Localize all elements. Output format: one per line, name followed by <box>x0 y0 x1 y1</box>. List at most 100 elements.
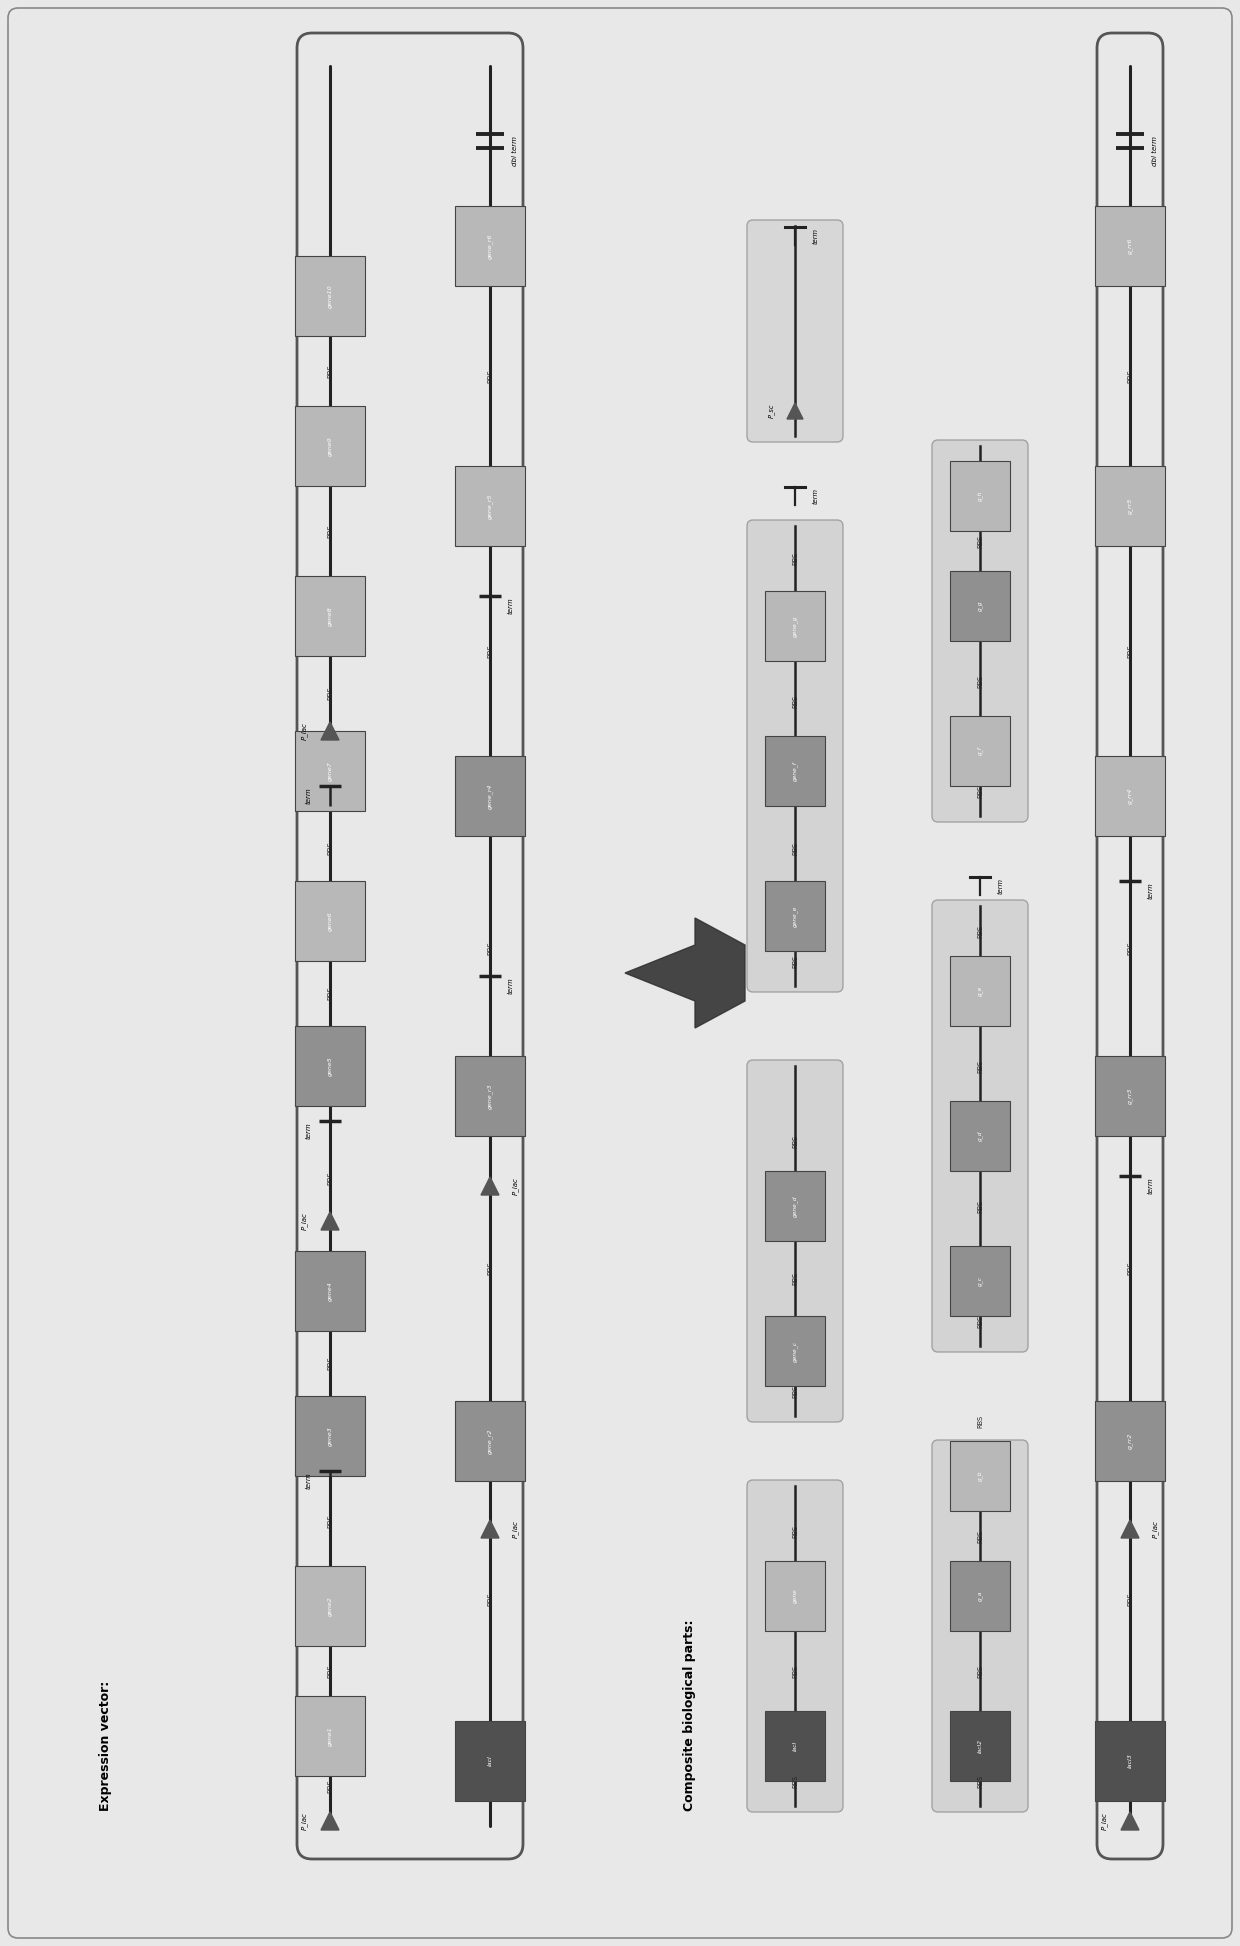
Text: g_b: g_b <box>977 1471 983 1481</box>
Bar <box>765 592 825 662</box>
Bar <box>295 1567 365 1646</box>
Bar <box>455 1720 525 1800</box>
Text: RBS: RBS <box>487 1261 494 1275</box>
Text: g_rr6: g_rr6 <box>1127 237 1133 255</box>
Bar <box>1095 206 1166 286</box>
Text: term: term <box>1148 883 1154 899</box>
Text: RBS: RBS <box>977 1530 983 1543</box>
Text: RBS: RBS <box>977 1199 983 1212</box>
Text: P_lac: P_lac <box>301 722 308 739</box>
Polygon shape <box>1121 1520 1140 1537</box>
Bar <box>455 755 525 837</box>
Text: RBS: RBS <box>792 1135 799 1148</box>
Bar <box>765 736 825 806</box>
Bar <box>950 1440 1011 1510</box>
Text: RBS: RBS <box>487 370 494 383</box>
Text: gene8: gene8 <box>327 605 332 627</box>
Text: RBS: RBS <box>327 1356 334 1370</box>
Text: RBS: RBS <box>487 1592 494 1605</box>
Text: RBS: RBS <box>327 987 334 1000</box>
Text: Composite biological parts:: Composite biological parts: <box>683 1619 697 1812</box>
Text: term: term <box>508 597 515 615</box>
Text: RBS: RBS <box>1127 1592 1133 1605</box>
Bar <box>295 576 365 656</box>
FancyBboxPatch shape <box>746 1481 843 1812</box>
Text: lacI: lacI <box>487 1755 492 1767</box>
Bar <box>295 1251 365 1331</box>
Text: RBS: RBS <box>327 1171 334 1185</box>
Text: RBS: RBS <box>327 1779 334 1792</box>
Bar <box>295 1697 365 1777</box>
Text: lacI3: lacI3 <box>1127 1753 1132 1769</box>
Bar <box>950 716 1011 786</box>
Text: RBS: RBS <box>977 1775 983 1788</box>
Text: RBS: RBS <box>327 841 334 854</box>
Text: RBS: RBS <box>327 523 334 537</box>
Text: RBS: RBS <box>977 535 983 547</box>
Text: RBS: RBS <box>327 687 334 701</box>
Text: RBS: RBS <box>327 1664 334 1677</box>
Text: g_e: g_e <box>977 987 982 996</box>
Text: RBS: RBS <box>977 1664 983 1677</box>
Polygon shape <box>321 1812 339 1829</box>
Text: P_lac: P_lac <box>301 1212 308 1230</box>
Bar <box>1095 1720 1166 1800</box>
Text: term: term <box>813 488 818 504</box>
Text: g_rr3: g_rr3 <box>1127 1088 1133 1103</box>
Bar <box>950 1101 1011 1171</box>
Text: RBS: RBS <box>977 1314 983 1327</box>
Bar <box>455 465 525 547</box>
Bar <box>455 206 525 286</box>
Text: RBS: RBS <box>977 675 983 687</box>
Text: g_rr2: g_rr2 <box>1127 1432 1133 1450</box>
Text: gene_r3: gene_r3 <box>487 1084 492 1109</box>
Text: P_sc: P_sc <box>769 403 775 418</box>
Bar <box>295 732 365 811</box>
Text: g_f: g_f <box>977 747 983 755</box>
Text: lacI: lacI <box>792 1742 797 1751</box>
Text: RBS: RBS <box>792 1775 799 1788</box>
Bar <box>765 1711 825 1781</box>
Text: term: term <box>306 1473 312 1489</box>
Text: term: term <box>1148 1177 1154 1195</box>
Text: RBS: RBS <box>1127 370 1133 383</box>
Text: g_d: g_d <box>977 1131 983 1140</box>
Text: gene_r4: gene_r4 <box>487 782 492 810</box>
Polygon shape <box>481 1177 498 1195</box>
Polygon shape <box>1121 1812 1140 1829</box>
Text: RBS: RBS <box>487 942 494 955</box>
Polygon shape <box>321 1212 339 1230</box>
Text: RBS: RBS <box>792 954 799 967</box>
Bar <box>950 570 1011 640</box>
Text: RBS: RBS <box>792 1271 799 1284</box>
Text: term: term <box>306 788 312 804</box>
Text: gene3: gene3 <box>327 1426 332 1446</box>
Text: P_lac: P_lac <box>512 1177 518 1195</box>
Text: gene5: gene5 <box>327 1057 332 1076</box>
Text: gene9: gene9 <box>327 436 332 455</box>
Bar <box>950 1711 1011 1781</box>
Text: dbl term: dbl term <box>1152 136 1158 165</box>
Bar <box>295 1026 365 1105</box>
Text: Expression vector:: Expression vector: <box>98 1681 112 1812</box>
Text: RBS: RBS <box>327 1514 334 1528</box>
Text: gene_d: gene_d <box>792 1195 797 1216</box>
Text: RBS: RBS <box>792 1664 799 1677</box>
FancyBboxPatch shape <box>932 1440 1028 1812</box>
Text: P_lac: P_lac <box>301 1812 308 1829</box>
Text: P_lac: P_lac <box>1152 1520 1158 1537</box>
Text: RBS: RBS <box>1127 1261 1133 1275</box>
Text: RBS: RBS <box>792 1524 799 1537</box>
Text: g_c: g_c <box>977 1277 982 1286</box>
Text: gene2: gene2 <box>327 1596 332 1615</box>
Text: gene_r2: gene_r2 <box>487 1428 492 1454</box>
Bar <box>950 955 1011 1026</box>
FancyBboxPatch shape <box>932 899 1028 1352</box>
FancyBboxPatch shape <box>746 1061 843 1423</box>
Bar <box>950 461 1011 531</box>
FancyBboxPatch shape <box>932 440 1028 821</box>
Text: gene10: gene10 <box>327 284 332 307</box>
Bar <box>1095 1401 1166 1481</box>
Text: gene_c: gene_c <box>792 1341 797 1362</box>
Bar <box>950 1245 1011 1315</box>
